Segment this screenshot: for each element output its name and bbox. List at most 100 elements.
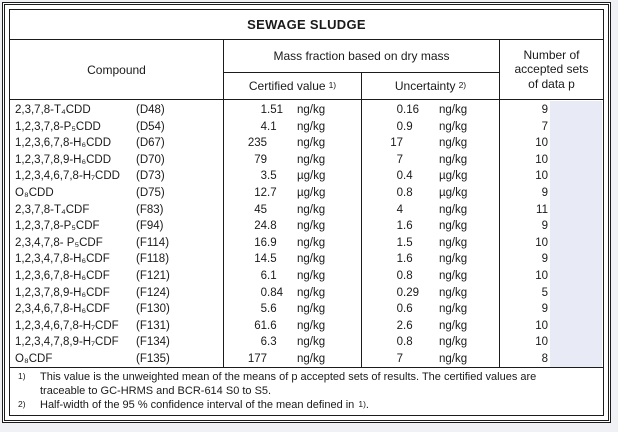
uncertainty-value-frac: .5 (403, 236, 413, 249)
uncertainty-cell: 17 ng/kg (362, 135, 499, 152)
accepted-sets-value: 9 (541, 220, 548, 233)
compound-name: O₈CDF (15, 352, 53, 365)
certified-cell: 3.5 µg/kg (224, 168, 361, 185)
compound-code: (F114) (136, 236, 170, 249)
compound-name: 1,2,3,7,8,9-H₆CDF (15, 286, 110, 299)
footnote-1-line2: traceable to GC-HRMS and BCR-614 S0 to S… (40, 385, 272, 397)
compound-name: 2,3,4,6,7,8-H₆CDF (15, 303, 110, 316)
compound-code: (F131) (136, 319, 170, 332)
col-header-accepted-sets-line2: accepted sets (514, 62, 589, 77)
uncertainty-value-frac (403, 351, 429, 367)
certified-value-int: 235 (247, 137, 267, 150)
uncertainty-cell: 7 ng/kg (362, 351, 499, 367)
footnote-2-text: Half-width of the 95 % confidence interv… (40, 398, 597, 412)
compound-cell: 1,2,3,6,7,8-H₆CDD (D67) (10, 135, 223, 152)
accepted-sets-value: 10 (535, 170, 548, 183)
uncertainty-value-int: 0 (396, 336, 403, 349)
certified-cell: 177 ng/kg (224, 351, 361, 367)
uncertainty-value-frac: .6 (403, 319, 413, 332)
certified-value-int: 6 (260, 336, 267, 349)
certified-cell: 14.5 ng/kg (224, 251, 361, 268)
compound-code: (D48) (136, 104, 165, 116)
footnote-1-line1: This value is the unweighted mean of the… (40, 371, 537, 383)
col-header-compound: Compound (10, 40, 224, 99)
uncertainty-value-frac (403, 202, 429, 219)
certified-cell: 1.51 ng/kg (224, 102, 361, 119)
uncertainty-value-int: 0 (396, 104, 403, 116)
uncertainty-value-int: 4 (396, 203, 403, 216)
compound-code: (D67) (136, 137, 165, 150)
accepted-sets-value: 9 (541, 186, 548, 199)
col-header-accepted-sets-line3: of data p (528, 76, 575, 91)
uncertainty-unit: ng/kg (439, 236, 468, 249)
certified-cell: 4.1 ng/kg (224, 119, 361, 136)
compound-column: 2,3,7,8-T₄CDD (D48) 1,2,3,7,8-P₅CDD (D54) 1,… (10, 100, 224, 367)
uncertainty-value-frac (403, 135, 429, 152)
uncertainty-unit: ng/kg (439, 303, 468, 316)
certified-unit: ng/kg (297, 253, 326, 266)
uncertainty-value-int: 17 (390, 137, 403, 150)
uncertainty-column: 0.16 ng/kg 0.9 ng/kg 17 ng/kg 7 ng/kg 0.4 µg/kg 0.… (362, 100, 500, 367)
footnote-2: 2) Half-width of the 95 % confidence int… (16, 398, 597, 412)
certified-unit: ng/kg (297, 137, 326, 150)
certified-unit: µg/kg (297, 170, 326, 183)
compound-name: 1,2,3,4,6,7,8-H₇CDF (15, 319, 119, 332)
uncertainty-value-int: 0 (396, 286, 403, 299)
col-header-uncertainty-label: Uncertainty (394, 79, 456, 93)
uncertainty-cell: 1.6 ng/kg (362, 251, 499, 268)
certified-value-frac: .6 (267, 319, 277, 332)
certified-value-frac: .5 (267, 253, 277, 266)
accepted-sets-value: 11 (536, 203, 548, 216)
uncertainty-cell: 4 ng/kg (362, 202, 499, 219)
certified-cell: 235 ng/kg (224, 135, 361, 152)
uncertainty-unit: ng/kg (439, 319, 468, 332)
certified-value-frac: .1 (267, 120, 277, 133)
compound-name: 1,2,3,6,7,8-H₆CDF (15, 269, 110, 282)
certified-value-int: 4 (260, 120, 267, 133)
uncertainty-cell: 1.6 ng/kg (362, 218, 499, 235)
uncertainty-cell: 1.5 ng/kg (362, 235, 499, 252)
uncertainty-value-int: 0 (396, 269, 403, 282)
uncertainty-unit: ng/kg (439, 220, 468, 233)
compound-code: (F130) (136, 303, 170, 316)
document-frame-inner: SEWAGE SLUDGE Compound Mass fraction bas… (4, 4, 609, 421)
certified-cell: 45 ng/kg (224, 202, 361, 219)
certified-value-frac (267, 202, 293, 219)
certified-unit: ng/kg (297, 153, 326, 166)
uncertainty-unit: ng/kg (439, 137, 468, 150)
certified-value-int: 24 (254, 220, 267, 233)
footnote-1-text: This value is the unweighted mean of the… (40, 370, 597, 398)
certified-cell: 6.1 ng/kg (224, 268, 361, 285)
footnote-ref-1-icon: 1) (328, 80, 337, 90)
footnote-1-marker: 1) (18, 371, 26, 381)
certified-unit: ng/kg (297, 236, 326, 249)
compound-code: (F134) (136, 336, 170, 349)
compound-cell: 1,2,3,4,7,8-H₆CDF (F118) (10, 251, 223, 268)
compound-cell: 1,2,3,7,8,9-H₆CDF (F124) (10, 285, 223, 302)
accepted-sets-value: 8 (541, 352, 548, 365)
certified-unit: ng/kg (297, 336, 326, 349)
uncertainty-unit: µg/kg (439, 186, 468, 199)
certified-unit: ng/kg (297, 352, 326, 365)
compound-code: (D73) (136, 170, 165, 183)
uncertainty-unit: ng/kg (439, 120, 468, 133)
accepted-sets-value: 9 (541, 253, 548, 266)
table-body: 2,3,7,8-T₄CDD (D48) 1,2,3,7,8-P₅CDD (D54) 1,… (10, 100, 603, 367)
uncertainty-cell: 0.8 ng/kg (362, 268, 499, 285)
uncertainty-cell: 0.6 ng/kg (362, 301, 499, 318)
compound-cell: 1,2,3,4,6,7,8-H₇CDF (F131) (10, 318, 223, 335)
certified-value-frac: .8 (267, 220, 277, 233)
compound-cell: 1,2,3,7,8-P₅CDF (F94) (10, 218, 223, 235)
accepted-sets-value: 9 (541, 104, 548, 116)
compound-code: (D75) (136, 186, 165, 199)
accepted-sets-column: 9 7 10 10 10 9 11 9 10 9 10 5 9 10 10 8 (500, 100, 603, 367)
uncertainty-unit: ng/kg (439, 352, 468, 365)
certified-value-frac (267, 351, 293, 367)
certified-cell: 16.9 ng/kg (224, 235, 361, 252)
uncertainty-unit: µg/kg (439, 170, 468, 183)
compound-cell: 1,2,3,7,8-P₅CDD (D54) (10, 119, 223, 136)
footnote-2-ref-icon: 1) (358, 399, 366, 409)
uncertainty-value-int: 1 (396, 220, 403, 233)
uncertainty-value-frac: .6 (403, 253, 413, 266)
compound-cell: O₈CDF (F135) (10, 351, 223, 367)
